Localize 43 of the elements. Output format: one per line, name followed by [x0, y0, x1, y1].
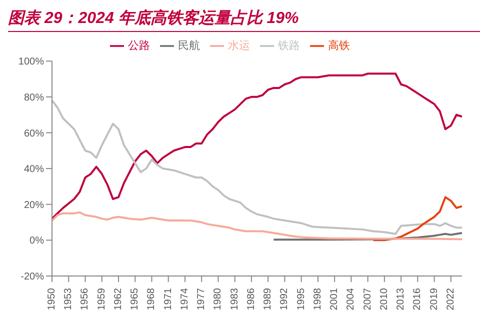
x-tick-label: 2004 [346, 288, 357, 310]
x-tick-label: 1968 [146, 288, 158, 310]
x-tick-label: 1977 [196, 288, 208, 310]
y-tick-label: 100% [18, 56, 44, 68]
legend-label: 高铁 [328, 40, 350, 52]
chart-title: 图表 29：2024 年底高铁客运量占比 19% [8, 8, 480, 32]
line-series [52, 211, 462, 240]
x-tick-label: 2010 [378, 288, 390, 310]
x-tick-label: 1995 [296, 288, 307, 310]
x-tick-label: 2007 [362, 288, 374, 310]
x-tick-label: 2022 [445, 288, 456, 310]
x-tick-label: 1980 [212, 288, 224, 310]
x-tick-label: 1974 [179, 288, 190, 310]
legend-label: 民航 [178, 40, 200, 52]
x-tick-label: 1989 [262, 288, 274, 310]
x-tick-label: 2016 [412, 288, 424, 310]
y-tick-label: 60% [24, 128, 44, 140]
x-tick-label: 1962 [112, 288, 124, 310]
x-tick-label: 2013 [396, 288, 407, 310]
x-tick-label: 1956 [80, 288, 91, 310]
legend-label: 铁路 [278, 40, 300, 52]
x-tick-label: 1971 [162, 288, 174, 310]
y-tick-label: -20% [20, 272, 44, 283]
y-tick-label: 80% [24, 92, 44, 104]
line-series [372, 196, 462, 242]
legend-label: 公路 [128, 40, 150, 52]
x-tick-label: 2001 [329, 288, 340, 310]
line-series [52, 72, 462, 220]
x-tick-label: 1983 [229, 288, 240, 310]
y-tick-label: 40% [24, 164, 44, 176]
y-tick-label: 0% [30, 236, 44, 247]
x-tick-label: 1950 [46, 288, 58, 310]
x-tick-label: 1959 [96, 288, 108, 310]
legend-label: 水运 [228, 40, 250, 52]
x-tick-label: 1986 [246, 288, 257, 310]
x-tick-label: 1992 [279, 288, 290, 310]
y-tick-label: 20% [24, 200, 44, 211]
x-tick-label: 2019 [428, 288, 440, 310]
x-tick-label: 1965 [130, 288, 141, 310]
x-tick-label: 1998 [312, 288, 324, 310]
x-tick-label: 1953 [63, 288, 74, 310]
line-series [272, 232, 462, 241]
line-series [52, 99, 462, 235]
